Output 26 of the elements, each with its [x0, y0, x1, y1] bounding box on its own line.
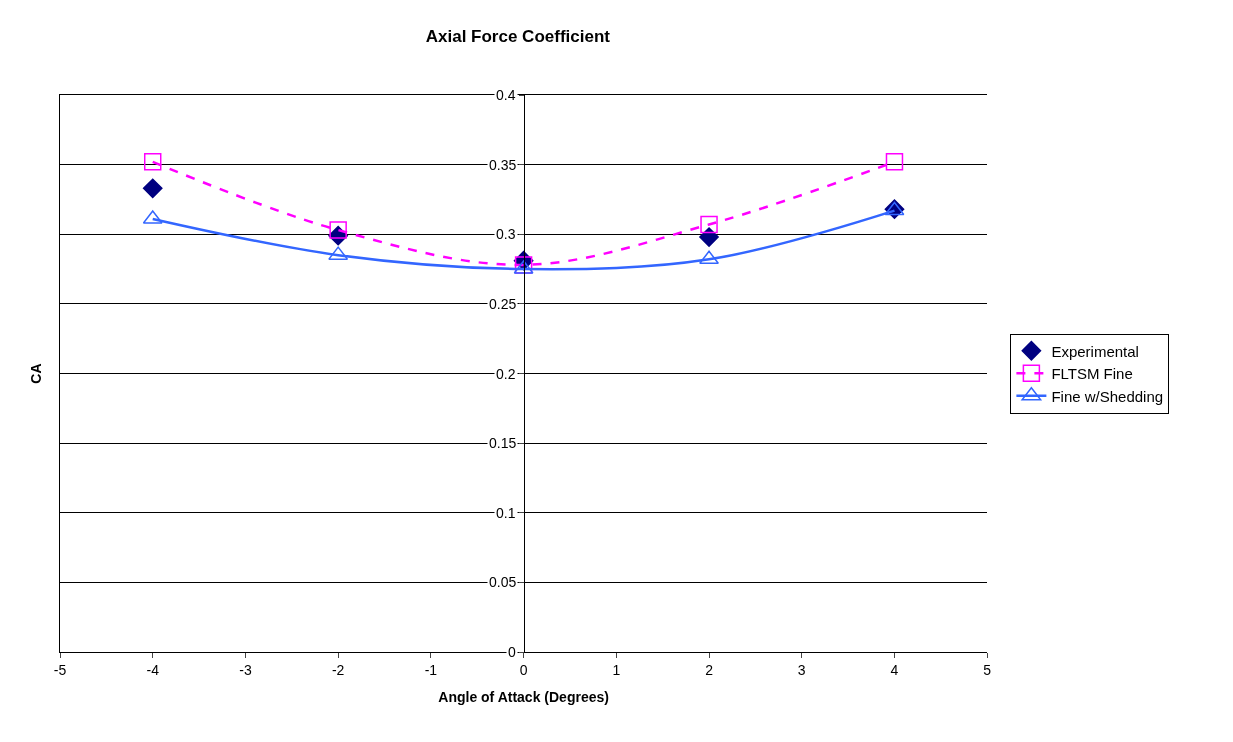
x-tick-label: -5: [53, 661, 67, 678]
y-tick-label: 0.1: [496, 505, 516, 521]
x-axis-title: Angle of Attack (Degrees): [438, 689, 609, 706]
y-tick-label: 0: [508, 644, 516, 660]
y-tick-label: 0.35: [489, 157, 517, 173]
x-tick-label: -1: [424, 661, 438, 678]
x-tick-label: 5: [983, 661, 992, 678]
legend-label: Experimental: [1051, 342, 1139, 360]
legend-label: Fine w/Shedding: [1051, 387, 1164, 405]
x-tick-label: -2: [331, 661, 345, 678]
x-tick-label: 0: [519, 661, 528, 678]
legend-label: FLTSM Fine: [1051, 365, 1133, 383]
x-tick-label: 4: [890, 661, 899, 678]
x-tick-label: -4: [146, 661, 160, 678]
y-axis-title: CA: [27, 363, 44, 384]
y-tick-label: 0.15: [489, 435, 517, 451]
x-tick-label: -3: [239, 661, 252, 678]
y-tick-label: 0.4: [496, 87, 516, 103]
chart-title: Axial Force Coefficient: [425, 26, 611, 46]
y-tick-label: 0.2: [496, 366, 516, 382]
y-tick-label: 0.05: [489, 574, 517, 590]
x-tick-label: 3: [797, 661, 806, 678]
y-tick-label: 0.25: [489, 296, 517, 312]
y-tick-label: 0.3: [496, 226, 516, 242]
x-tick-label: 2: [705, 661, 714, 678]
x-tick-label: 1: [612, 661, 621, 678]
